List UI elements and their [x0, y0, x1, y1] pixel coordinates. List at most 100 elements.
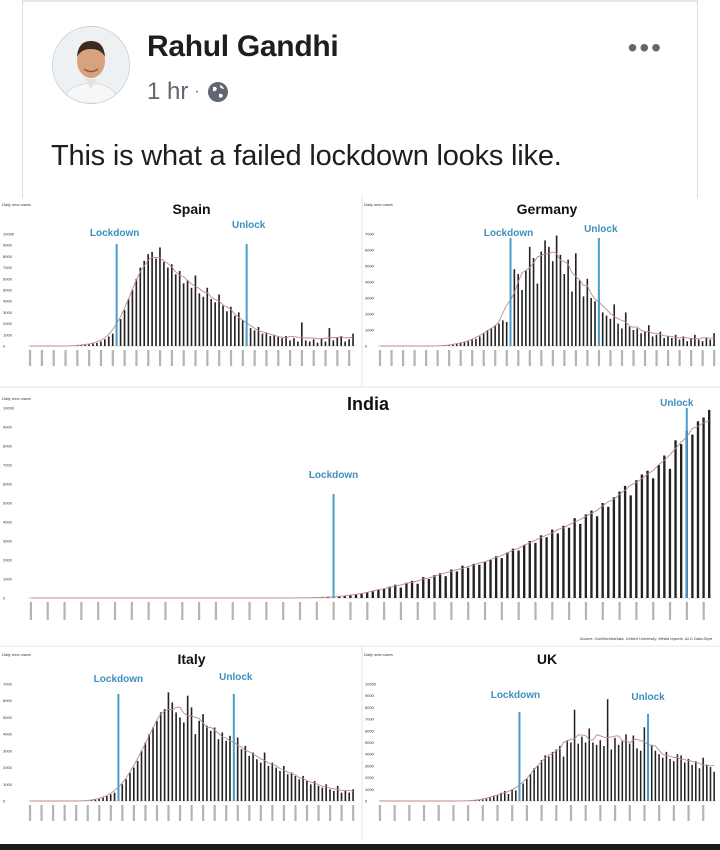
- event-label-unlock: Unlock: [660, 398, 694, 409]
- bar: [352, 789, 354, 801]
- x-tick-label: [132, 805, 135, 821]
- x-tick-label: [109, 805, 112, 821]
- bar: [186, 279, 189, 346]
- bar: [271, 762, 274, 801]
- y-tick-label: 10000: [3, 232, 15, 237]
- bar: [605, 315, 608, 346]
- x-tick-label: [390, 350, 393, 366]
- x-tick-label: [433, 602, 436, 620]
- post-time[interactable]: 1 hr: [147, 78, 189, 105]
- bar: [317, 785, 320, 801]
- x-tick-label: [685, 602, 688, 620]
- bar: [663, 455, 666, 598]
- y-tick-label: 4000: [3, 732, 13, 737]
- bar: [566, 740, 568, 801]
- bar: [590, 510, 593, 598]
- x-tick-label: [336, 350, 339, 366]
- bar: [489, 560, 492, 598]
- bar: [581, 736, 583, 801]
- bar: [98, 798, 100, 801]
- bar: [551, 751, 554, 801]
- bar: [629, 495, 632, 598]
- bar: [226, 311, 228, 346]
- event-label-unlock: Unlock: [219, 672, 253, 683]
- x-tick-label: [702, 805, 705, 821]
- x-tick-label: [144, 805, 147, 821]
- x-tick-label: [40, 350, 43, 366]
- y-tick-label: 7000: [365, 717, 375, 722]
- x-tick-label: [613, 805, 617, 821]
- x-tick-label: [701, 350, 704, 366]
- x-tick-label: [225, 805, 228, 821]
- bar: [328, 328, 331, 346]
- covid-comparison-figure[interactable]: Daily new cases 0 1000 2000 3000 4000 5000 6000…: [0, 196, 720, 844]
- bar: [632, 735, 635, 801]
- bar: [567, 527, 571, 598]
- bar: [674, 334, 677, 346]
- bar: [482, 333, 485, 346]
- x-tick-label: [231, 602, 234, 620]
- x-tick-label: [214, 602, 218, 620]
- x-tick-label: [158, 350, 162, 366]
- bar: [229, 735, 231, 801]
- x-tick-label: [202, 805, 205, 821]
- x-tick-label: [459, 350, 462, 366]
- x-tick-label: [599, 805, 602, 821]
- y-tick-label: 7000: [3, 265, 13, 270]
- x-tick-label: [620, 350, 624, 366]
- bar: [529, 774, 532, 801]
- bar: [474, 800, 477, 801]
- avatar[interactable]: [52, 26, 130, 104]
- x-tick-label: [46, 602, 49, 620]
- bar: [517, 274, 519, 346]
- x-tick-label: [277, 350, 280, 366]
- bar: [709, 339, 712, 346]
- globe-icon[interactable]: [206, 80, 230, 104]
- x-tick-label: [511, 805, 514, 821]
- bar: [709, 767, 712, 801]
- x-tick-label: [628, 805, 631, 821]
- bar: [139, 267, 142, 346]
- bar: [377, 590, 380, 598]
- more-options-icon[interactable]: •••: [627, 32, 663, 63]
- x-tick-label: [317, 805, 320, 821]
- bar: [332, 340, 335, 346]
- x-tick-label: [111, 350, 114, 366]
- x-tick-label: [294, 805, 297, 821]
- x-tick-label: [236, 805, 239, 821]
- bar: [84, 344, 86, 346]
- x-tick-label: [436, 350, 439, 366]
- bar: [352, 333, 354, 346]
- x-tick-label: [551, 602, 554, 620]
- bar: [665, 751, 668, 801]
- x-tick-label: [305, 805, 309, 821]
- bar: [523, 544, 526, 598]
- x-tick-label: [658, 805, 661, 821]
- x-tick-label: [655, 350, 658, 366]
- x-tick-label: [408, 805, 411, 821]
- x-tick-label: [147, 602, 150, 620]
- bar: [349, 595, 352, 598]
- bar: [582, 296, 585, 346]
- y-tick-label: 4000: [365, 280, 375, 285]
- bar: [686, 341, 688, 346]
- bar: [612, 497, 616, 598]
- bar: [471, 339, 473, 346]
- bar: [265, 332, 268, 346]
- author-name[interactable]: Rahul Gandhi: [147, 30, 339, 63]
- y-tick-label: 1000: [3, 577, 13, 582]
- x-tick-label: [282, 805, 286, 821]
- bar: [340, 335, 343, 346]
- x-tick-label: [540, 805, 543, 821]
- bar: [183, 722, 185, 801]
- x-tick-label: [259, 805, 262, 821]
- bar: [713, 771, 715, 801]
- bar: [96, 342, 98, 346]
- bar: [88, 344, 90, 346]
- x-tick-label: [672, 805, 675, 821]
- y-tick-label: 2000: [365, 775, 375, 780]
- bar: [579, 523, 582, 598]
- y-axis-label: Daily new cases: [2, 202, 31, 207]
- x-tick-label: [643, 805, 646, 821]
- x-tick-label: [88, 350, 91, 366]
